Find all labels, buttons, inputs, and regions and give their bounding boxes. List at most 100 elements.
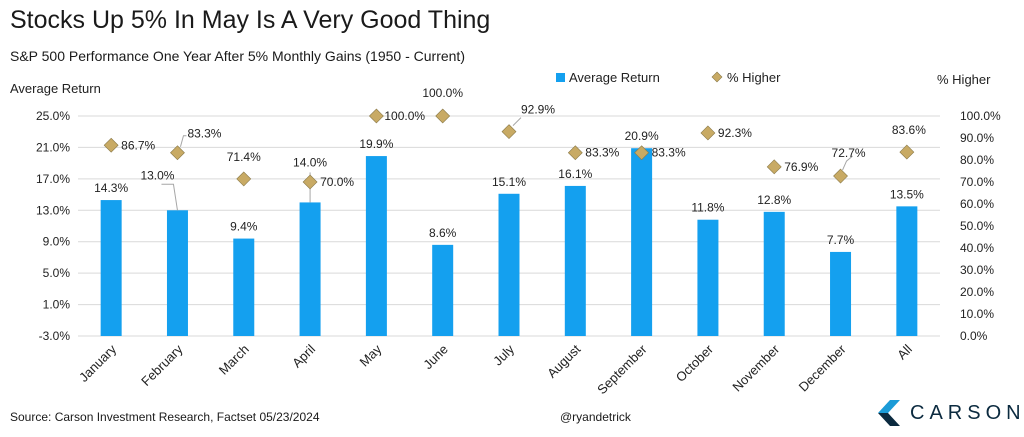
y-axis-label-right: % Higher — [937, 72, 991, 87]
x-tick-january: January — [76, 341, 120, 385]
bar-august — [564, 185, 586, 336]
marker-label: 83.3% — [187, 127, 221, 141]
bar-march — [233, 238, 255, 336]
y-tick-right: 10.0% — [960, 307, 994, 321]
marker-label-leader — [512, 117, 522, 126]
carson-logo-icon — [878, 400, 900, 426]
bar-label: 14.3% — [94, 181, 128, 195]
marker-label: 83.6% — [892, 123, 926, 137]
y-axis-label-left: Average Return — [10, 81, 101, 96]
marker-september — [634, 145, 650, 161]
bar-label: 7.7% — [827, 233, 855, 247]
bar-label: 12.8% — [757, 193, 791, 207]
y-tick-left: 13.0% — [36, 203, 70, 217]
legend-label-average-return: Average Return — [569, 70, 660, 85]
marker-march — [236, 171, 252, 187]
legend-diamond-swatch — [711, 71, 723, 83]
x-tick-march: March — [216, 342, 252, 378]
marker-june — [435, 108, 451, 124]
marker-label: 71.4% — [227, 150, 261, 164]
bar-label-leader — [161, 183, 178, 211]
marker-label: 70.0% — [320, 175, 354, 189]
bar-october — [697, 219, 719, 336]
y-tick-right: 80.0% — [960, 153, 994, 167]
x-tick-april: April — [289, 341, 318, 370]
marker-label: 83.3% — [652, 146, 686, 160]
x-tick-july: July — [490, 341, 517, 368]
marker-label: 72.7% — [832, 146, 866, 160]
bar-label: 8.6% — [429, 226, 457, 240]
marker-label-leader — [842, 155, 853, 171]
marker-label: 100.0% — [422, 86, 463, 100]
y-tick-left: 1.0% — [43, 298, 71, 312]
marker-april — [302, 174, 318, 190]
marker-november — [766, 159, 782, 175]
carson-logo-text: CARSON — [910, 401, 1024, 424]
y-tick-right: 0.0% — [960, 329, 988, 343]
x-tick-october: October — [673, 341, 717, 385]
marker-label: 83.3% — [585, 146, 619, 160]
bar-january — [100, 200, 122, 336]
y-tick-right: 90.0% — [960, 131, 994, 145]
bar-label: 15.1% — [492, 175, 526, 189]
legend-label-pct-higher: % Higher — [727, 70, 781, 85]
marker-label: 92.9% — [521, 103, 555, 117]
bar-all — [896, 206, 918, 336]
bar-june — [432, 244, 454, 336]
y-tick-right: 100.0% — [960, 109, 1001, 123]
bar-label: 19.9% — [359, 137, 393, 151]
y-tick-right: 40.0% — [960, 241, 994, 255]
bar-label: 14.0% — [293, 155, 327, 169]
marker-october — [700, 125, 716, 141]
x-tick-may: May — [357, 341, 385, 369]
y-tick-left: -3.0% — [39, 329, 71, 343]
x-tick-all: All — [894, 341, 915, 362]
y-tick-right: 60.0% — [960, 197, 994, 211]
marker-february — [170, 145, 185, 161]
x-tick-june: June — [420, 342, 451, 373]
chart-title: Stocks Up 5% In May Is A Very Good Thing — [10, 6, 491, 34]
bar-may — [365, 156, 387, 336]
legend-bar-swatch — [556, 73, 565, 82]
bar-july — [498, 193, 520, 336]
bar-february — [166, 210, 188, 336]
chart-subtitle: S&P 500 Performance One Year After 5% Mo… — [10, 48, 465, 64]
marker-all — [899, 144, 915, 160]
marker-august — [567, 145, 583, 161]
marker-label: 86.7% — [121, 138, 155, 152]
y-tick-right: 50.0% — [960, 219, 994, 233]
marker-december — [833, 168, 848, 184]
y-tick-left: 17.0% — [36, 172, 70, 186]
bar-label: 9.4% — [230, 220, 258, 234]
x-tick-december: December — [796, 341, 849, 394]
y-tick-right: 20.0% — [960, 285, 994, 299]
marker-july — [501, 124, 517, 140]
bar-december — [830, 251, 852, 336]
bar-label: 11.8% — [691, 201, 724, 215]
x-tick-november: November — [729, 341, 782, 394]
y-tick-left: 21.0% — [36, 140, 70, 154]
bar-november — [763, 211, 785, 336]
y-tick-right: 30.0% — [960, 263, 994, 277]
y-tick-left: 9.0% — [43, 235, 71, 249]
y-tick-right: 70.0% — [960, 175, 994, 189]
marker-may — [368, 108, 384, 124]
y-tick-left: 5.0% — [43, 266, 71, 280]
marker-label: 92.3% — [718, 126, 752, 140]
carson-logo: CARSON — [876, 398, 1024, 428]
marker-label-leader — [179, 135, 187, 147]
marker-january — [103, 137, 119, 153]
marker-label: 76.9% — [784, 160, 818, 174]
bar-september — [631, 148, 653, 336]
source-note: Source: Carson Investment Research, Fact… — [10, 410, 320, 424]
bar-april — [299, 202, 321, 336]
y-tick-left: 25.0% — [36, 109, 70, 123]
x-tick-september: September — [594, 341, 650, 397]
bar-label: 20.9% — [625, 129, 659, 143]
marker-label: 100.0% — [384, 109, 425, 123]
author-handle: @ryandetrick — [560, 410, 631, 424]
x-tick-august: August — [544, 341, 583, 380]
bar-label: 13.5% — [890, 187, 924, 201]
bar-label: 13.0% — [140, 168, 174, 182]
